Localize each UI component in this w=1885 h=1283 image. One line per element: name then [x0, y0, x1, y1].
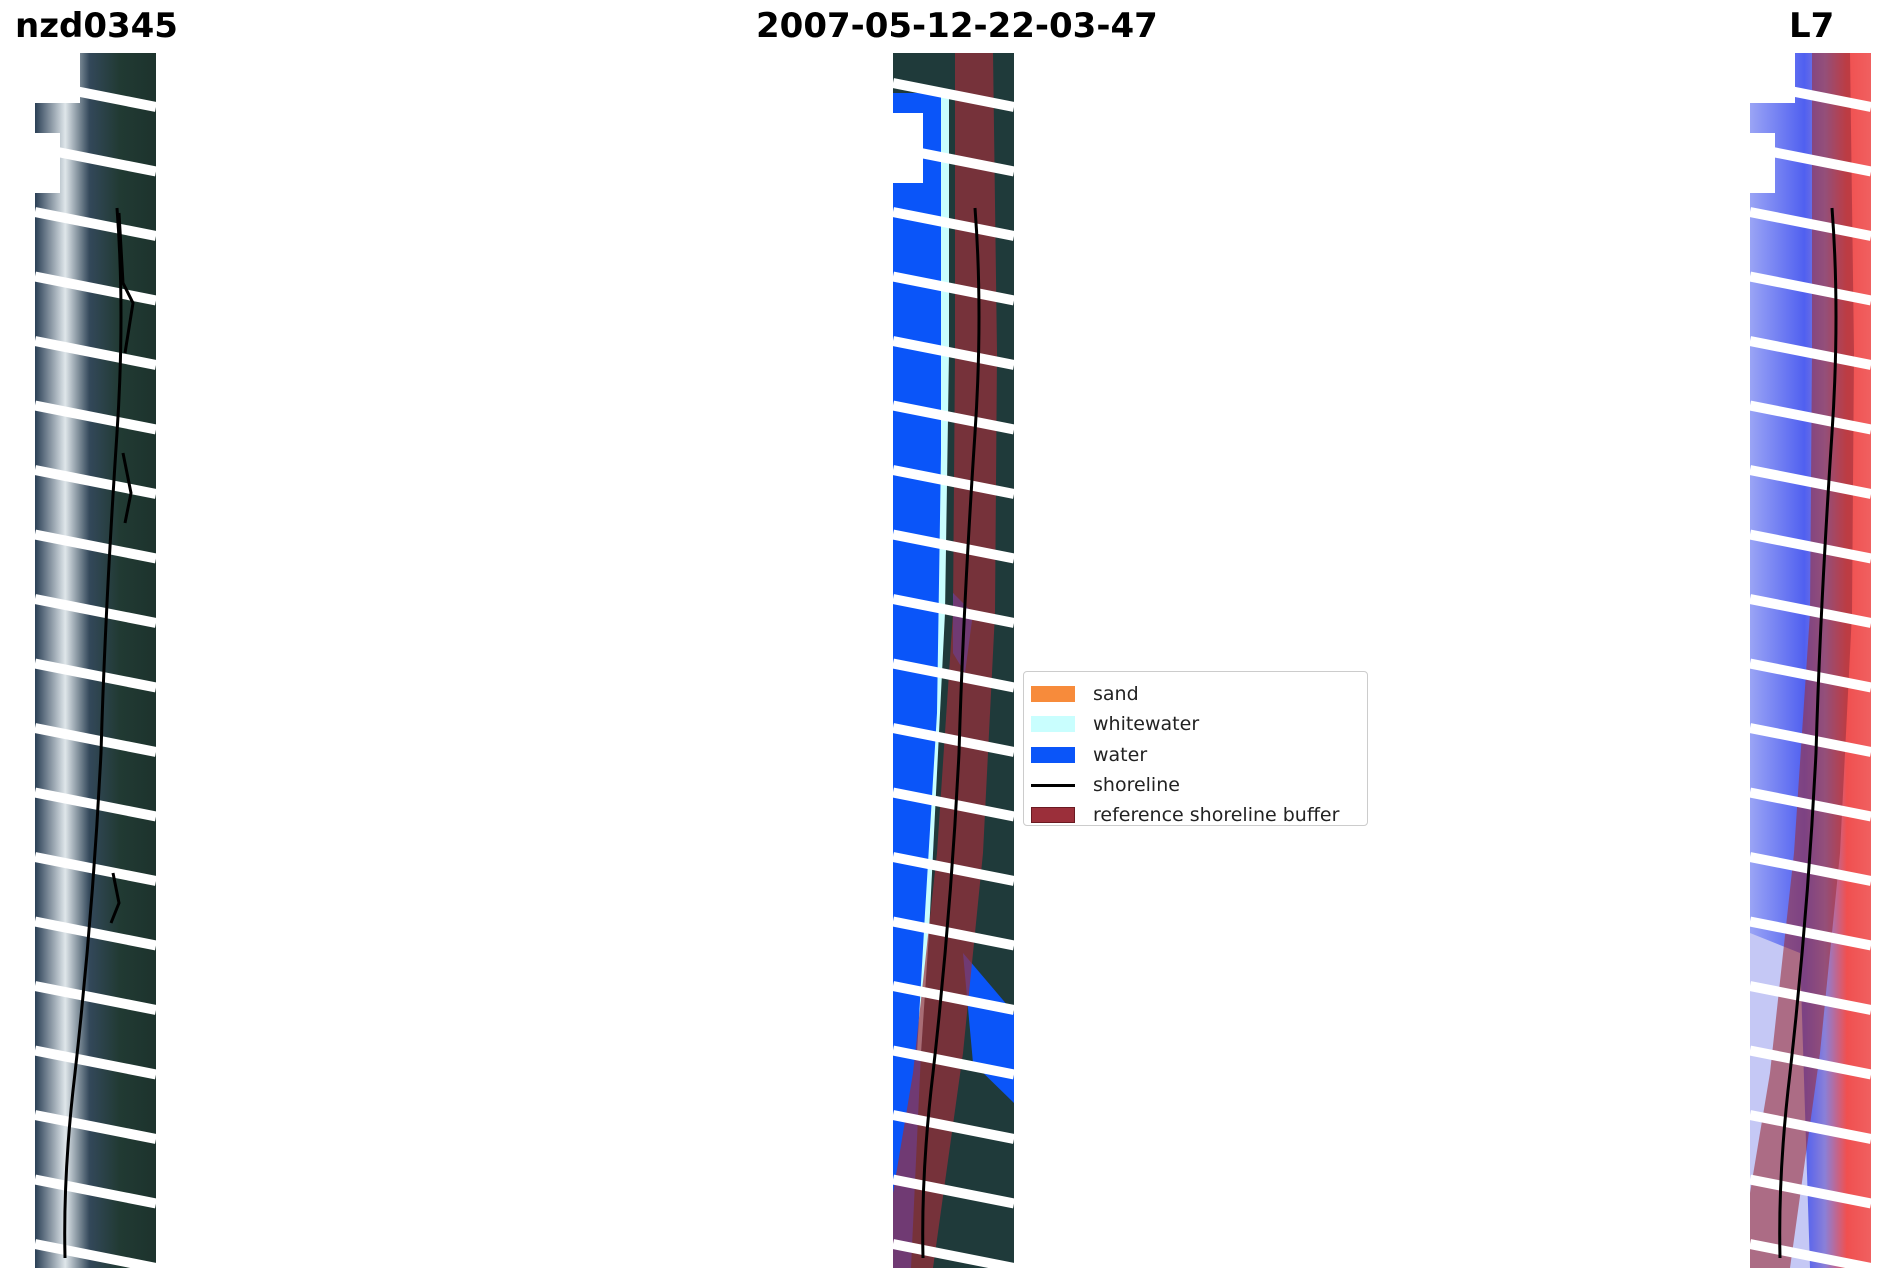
legend-swatch-whitewater	[1031, 716, 1075, 733]
scan-gap-stripe	[35, 207, 156, 241]
image-title-center: 2007-05-12-22-03-47	[756, 6, 1158, 46]
scan-gap-stripe	[893, 207, 1014, 241]
scan-gap-stripe	[893, 78, 1014, 112]
classified-image	[893, 53, 1014, 1268]
scan-gap-stripe	[1750, 271, 1871, 306]
scan-gap-stripe	[893, 981, 1014, 1015]
scan-gap-stripe	[35, 529, 156, 564]
scan-gap-stripe	[35, 1174, 156, 1209]
scan-gap-stripe	[35, 1045, 156, 1080]
scan-gap-stripe	[1750, 1110, 1871, 1144]
legend-swatch-water	[1031, 746, 1075, 763]
image-title-left: nzd0345	[15, 6, 178, 46]
scan-gap-stripe	[35, 271, 156, 306]
scan-gap-stripe	[893, 465, 1014, 499]
scan-gap-stripe	[893, 1045, 1014, 1080]
legend-swatch-reference-buffer	[1031, 807, 1075, 824]
scan-gap-stripe	[893, 658, 1014, 693]
scan-gap-stripe	[35, 465, 156, 499]
scan-gap-stripe	[35, 594, 156, 628]
scan-gap-stripe	[1750, 142, 1871, 177]
legend-line-shoreline	[1031, 783, 1075, 787]
legend-item-shoreline: shoreline	[1031, 770, 1367, 800]
scan-gap-stripe	[1750, 529, 1871, 564]
scan-gap-stripe	[1750, 916, 1871, 951]
scan-gap-stripe	[1750, 787, 1871, 822]
scan-gap-stripe	[893, 787, 1014, 822]
scan-gap-stripe	[1750, 1239, 1871, 1268]
legend-label: whitewater	[1093, 713, 1200, 736]
scan-gap-stripe	[1750, 1045, 1871, 1080]
water-index-image	[1750, 53, 1871, 1268]
legend-label: shoreline	[1093, 774, 1180, 797]
scan-gap-stripe	[35, 723, 156, 757]
scan-gap-stripe	[35, 852, 156, 886]
legend-label: water	[1093, 743, 1148, 766]
scan-gap-stripe	[893, 1239, 1014, 1268]
scan-gap-stripe	[1750, 658, 1871, 693]
scan-gap-stripe	[893, 916, 1014, 951]
legend-item-whitewater: whitewater	[1031, 709, 1367, 739]
legend-item-reference-buffer: reference shoreline buffer	[1031, 800, 1367, 830]
scan-gap-stripe	[893, 529, 1014, 564]
scan-gap-stripe	[1750, 723, 1871, 757]
legend-label: reference shoreline buffer	[1093, 804, 1340, 827]
scan-gap-stripe	[893, 271, 1014, 306]
scan-gap-stripe	[35, 142, 156, 177]
scan-gap-stripe	[35, 78, 156, 112]
scan-gap-stripe	[893, 594, 1014, 628]
legend-label: sand	[1093, 683, 1139, 706]
scan-gap-stripe	[1750, 852, 1871, 886]
scan-gap-stripe	[893, 142, 1014, 177]
rgb-image-panel	[35, 53, 156, 1268]
scan-gap-stripe	[1750, 400, 1871, 435]
water-index-image-panel	[1750, 53, 1871, 1268]
scan-gap-stripe	[35, 658, 156, 693]
scan-gap-stripe	[893, 336, 1014, 370]
rgb-image	[35, 53, 156, 1268]
scan-gap-stripe	[1750, 465, 1871, 499]
legend: sand whitewater water shoreline referenc…	[1023, 671, 1368, 826]
scan-gap-stripe	[35, 981, 156, 1015]
scan-gap-stripe	[893, 400, 1014, 435]
legend-swatch-sand	[1031, 686, 1075, 703]
scan-gap-stripe	[893, 1174, 1014, 1209]
classified-image-panel	[893, 53, 1014, 1268]
scan-gap-stripe	[1750, 78, 1871, 112]
legend-item-sand: sand	[1031, 679, 1367, 709]
scan-gap-stripe	[893, 852, 1014, 886]
scan-gap-stripe	[1750, 1174, 1871, 1209]
image-title-right: L7	[1789, 6, 1835, 46]
scan-gap-stripe	[1750, 336, 1871, 370]
scan-gap-stripe	[893, 723, 1014, 757]
scan-gap-stripe	[35, 1239, 156, 1268]
scan-gap-stripe	[35, 787, 156, 822]
scan-gap-stripe	[1750, 207, 1871, 241]
scan-gap-stripe	[35, 336, 156, 370]
scan-gap-stripe	[35, 916, 156, 951]
scan-gap-stripe	[1750, 981, 1871, 1015]
scan-gap-stripe	[35, 1110, 156, 1144]
scan-gap-stripe	[893, 1110, 1014, 1144]
scan-gap-stripe	[35, 400, 156, 435]
legend-item-water: water	[1031, 740, 1367, 770]
scan-gap-stripe	[1750, 594, 1871, 628]
